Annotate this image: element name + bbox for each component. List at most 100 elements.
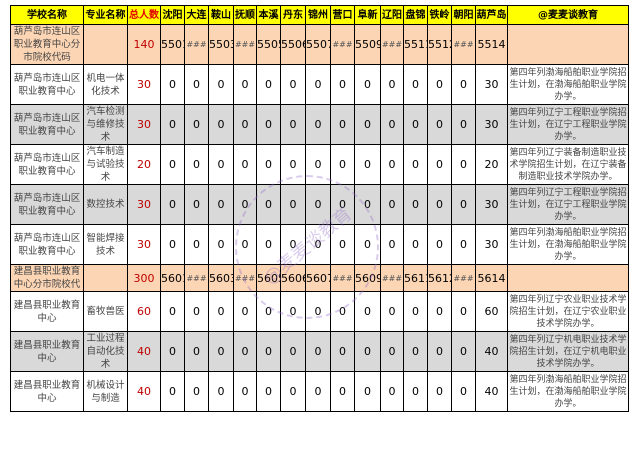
city-count: 0: [427, 144, 452, 185]
city-count: 0: [403, 184, 428, 225]
total-count: 30: [127, 64, 161, 105]
table-row: 建昌县职业教育中心 畜牧兽医 60 0 0 0 0 0 0 0 0 0 0 0 0 0 60 第四年列辽宁农业职业…: [10, 291, 629, 332]
header-row: 学校名称 专业名称 总人数 沈阳 大连 鞍山 抚顺 本溪 丹东 锦州 营口 阜新 辽阳 盘锦 铁岭 朝阳 葫芦岛…: [10, 5, 629, 25]
major-name: [83, 264, 128, 292]
city-count: 0: [208, 331, 234, 372]
city-count: 0: [256, 144, 281, 185]
city-count: 30: [475, 224, 508, 265]
major-name: 汽车制造与试验技术: [83, 144, 128, 185]
column-header: 铁岭: [427, 5, 452, 25]
column-header: 学校名称: [10, 5, 84, 25]
city-count: 5512: [427, 24, 452, 65]
city-count: 5612: [427, 264, 452, 292]
city-count: 20: [475, 144, 508, 185]
city-count: 0: [280, 64, 306, 105]
city-count: 0: [208, 371, 234, 412]
city-count: 0: [380, 224, 404, 265]
city-count: 0: [305, 291, 331, 332]
city-count: ###: [233, 24, 257, 65]
note: 第四年列辽宁工程职业学院招生计划，在辽宁工程职业学院办学。: [507, 104, 629, 145]
code-row: 葫芦岛市连山区职业教育中心分市院校代码1405501###5503###5505…: [10, 24, 629, 65]
city-count: 0: [160, 144, 185, 185]
total-count: 20: [127, 144, 161, 185]
total-count: 40: [127, 331, 161, 372]
city-count: 0: [451, 104, 476, 145]
city-count: 5611: [403, 264, 428, 292]
city-count: 0: [184, 144, 209, 185]
note: [507, 264, 629, 292]
city-count: 0: [403, 64, 428, 105]
city-count: 0: [280, 291, 306, 332]
city-count: 0: [256, 291, 281, 332]
city-count: ###: [233, 264, 257, 292]
column-header: 朝阳: [451, 5, 476, 25]
city-count: 0: [160, 64, 185, 105]
city-count: ###: [380, 24, 404, 65]
city-count: 0: [305, 104, 331, 145]
city-count: 5607: [305, 264, 331, 292]
city-count: 0: [354, 144, 381, 185]
city-count: 0: [280, 184, 306, 225]
city-count: 0: [427, 104, 452, 145]
column-header: @麦麦谈教育: [507, 5, 629, 25]
city-count: 0: [330, 331, 355, 372]
city-count: 0: [256, 371, 281, 412]
column-header: 营口: [330, 5, 355, 25]
city-count: 0: [330, 224, 355, 265]
city-count: ###: [330, 24, 355, 65]
city-count: 5503: [208, 24, 234, 65]
city-count: 30: [475, 64, 508, 105]
city-count: 0: [354, 64, 381, 105]
column-header: 盘锦: [403, 5, 428, 25]
city-count: 5511: [403, 24, 428, 65]
city-count: 0: [330, 291, 355, 332]
school-name: 建昌县职业教育中心分市院校代: [10, 264, 84, 292]
column-header: 沈阳: [160, 5, 185, 25]
city-count: 0: [380, 64, 404, 105]
column-header: 大连: [184, 5, 209, 25]
city-count: 5609: [354, 264, 381, 292]
city-count: 30: [475, 184, 508, 225]
city-count: 0: [305, 224, 331, 265]
city-count: 0: [208, 144, 234, 185]
column-header: 本溪: [256, 5, 281, 25]
city-count: 0: [354, 224, 381, 265]
city-count: 0: [403, 144, 428, 185]
city-count: 0: [233, 64, 257, 105]
city-count: 0: [233, 371, 257, 412]
city-count: 0: [427, 184, 452, 225]
major-name: [83, 24, 128, 65]
city-count: 0: [305, 184, 331, 225]
school-name: 葫芦岛市连山区职业教育中心: [10, 64, 84, 105]
city-count: 0: [233, 144, 257, 185]
major-name: 智能焊接技术: [83, 224, 128, 265]
city-count: 0: [427, 224, 452, 265]
city-count: ###: [451, 24, 476, 65]
total-count: 30: [127, 224, 161, 265]
column-header: 专业名称: [83, 5, 128, 25]
city-count: 0: [451, 371, 476, 412]
school-name: 葫芦岛市连山区职业教育中心: [10, 224, 84, 265]
city-count: 0: [305, 371, 331, 412]
city-count: 0: [256, 331, 281, 372]
city-count: 0: [451, 331, 476, 372]
city-count: 0: [280, 104, 306, 145]
city-count: 0: [233, 104, 257, 145]
city-count: 0: [330, 104, 355, 145]
column-header: 阜新: [354, 5, 381, 25]
note: 第四年列辽宁装备制造职业技术学院招生计划，在辽宁装备制造职业技术学院办学。: [507, 144, 629, 185]
city-count: ###: [380, 264, 404, 292]
table-row: 葫芦岛市连山区职业教育中心 智能焊接技术 30 0 0 0 0 0 0 0 0 0 0 0 0 0 30 第四年列…: [10, 224, 629, 265]
note: 第四年列辽宁工程职业学院招生计划，在辽宁工程职业学院办学。: [507, 184, 629, 225]
major-name: 汽车检测与维修技术: [83, 104, 128, 145]
major-name: 畜牧兽医: [83, 291, 128, 332]
city-count: 0: [184, 104, 209, 145]
column-header: 抚顺: [233, 5, 257, 25]
city-count: 0: [380, 291, 404, 332]
major-name: 工业过程自动化技术: [83, 331, 128, 372]
city-count: 0: [208, 184, 234, 225]
table-row: 葫芦岛市连山区职业教育中心 汽车制造与试验技术 20 0 0 0 0 0 0 0 0 0 0 0 0 0 20 第…: [10, 144, 629, 185]
enrollment-table: 学校名称 专业名称 总人数 沈阳 大连 鞍山 抚顺 本溪 丹东 锦州 营口 阜新 辽阳 盘锦 铁岭 朝阳 葫芦岛…: [10, 5, 629, 412]
city-count: 0: [427, 331, 452, 372]
